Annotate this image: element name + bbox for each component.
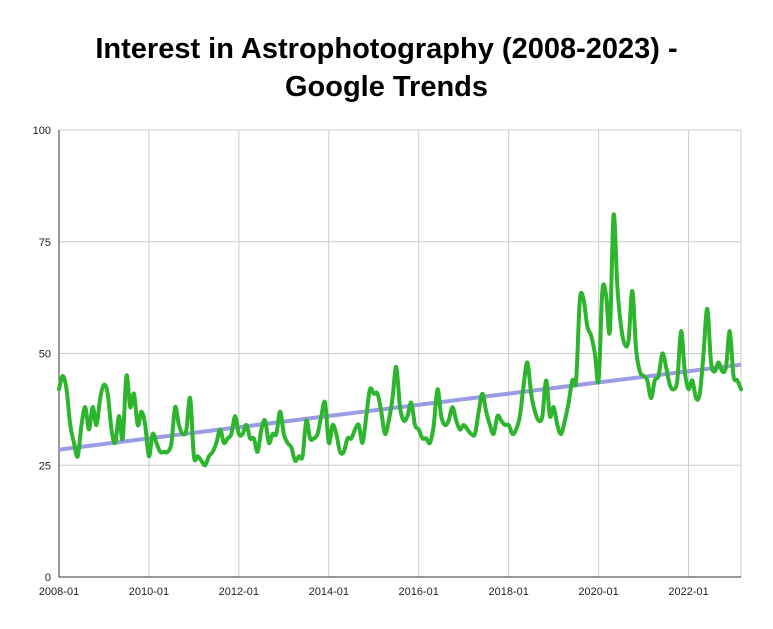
y-tick-label: 50 <box>39 349 51 361</box>
x-tick-labels: 2008-01 2010-01 2012-01 2014-01 2016-01 2018-… <box>39 586 709 598</box>
series-layer <box>57 212 743 468</box>
chart-title: Interest in Astrophotography (2008-2023)… <box>95 33 678 103</box>
series-line <box>57 212 743 468</box>
x-tick-label: 2010-01 <box>129 586 169 598</box>
x-tick-label: 2008-01 <box>39 586 79 598</box>
x-tick-label: 2022-01 <box>668 586 708 598</box>
y-tick-label: 75 <box>39 237 51 249</box>
y-tick-label: 25 <box>39 460 51 472</box>
y-tick-labels: 0 25 50 75 100 <box>33 125 51 584</box>
y-tick-label: 0 <box>45 572 51 584</box>
x-tick-label: 2012-01 <box>219 586 259 598</box>
x-tick-label: 2018-01 <box>488 586 528 598</box>
axes <box>58 130 741 578</box>
x-tick-label: 2020-01 <box>578 586 618 598</box>
grid <box>58 129 742 577</box>
x-tick-label: 2016-01 <box>399 586 439 598</box>
x-tick-label: 2014-01 <box>309 586 349 598</box>
y-tick-label: 100 <box>33 125 51 137</box>
